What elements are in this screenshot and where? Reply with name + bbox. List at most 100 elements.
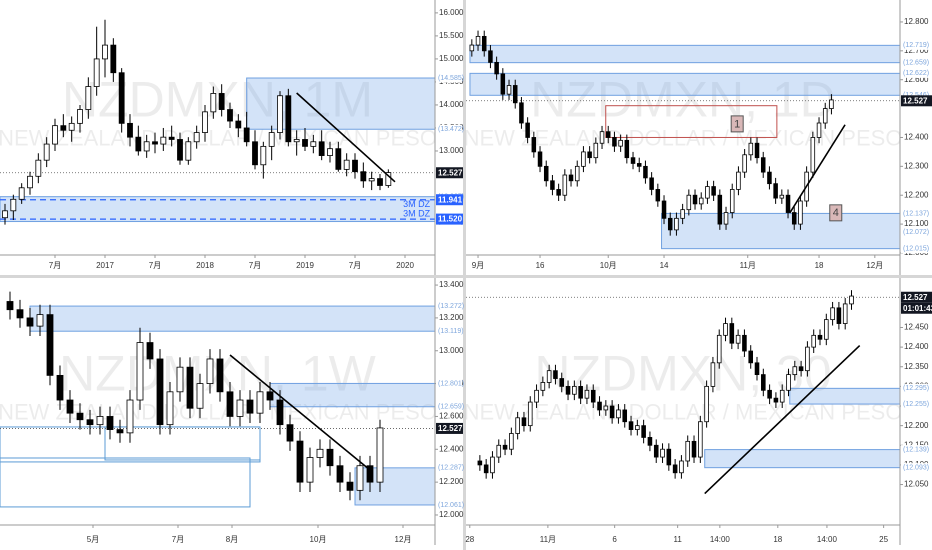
candle-body (540, 382, 546, 391)
level-label-bg (901, 68, 931, 78)
candle-body (46, 314, 54, 376)
candle-body (779, 194, 785, 199)
candle-body (562, 174, 568, 196)
level-label: (12.287) (438, 465, 464, 472)
candle-body (849, 295, 854, 305)
candle-body (343, 159, 350, 170)
candle-body (761, 374, 766, 391)
candle-body (773, 397, 779, 403)
x-tick-label: 14 (660, 261, 669, 270)
candle-body (760, 157, 766, 173)
level-label: (12.659) (903, 60, 929, 67)
candle-body (286, 424, 294, 442)
y-tick-label: 12.200 (439, 477, 464, 486)
candle-body (156, 358, 164, 426)
candle-body (742, 334, 747, 352)
y-tick-label: 13.000 (439, 146, 464, 155)
candle-body (268, 132, 275, 147)
candle-body (710, 362, 716, 387)
annotation: 3M DZ (403, 199, 431, 209)
candle-body (335, 148, 342, 170)
candle-body (824, 319, 829, 340)
x-tick-label: 28 (465, 535, 474, 544)
candle-body (490, 456, 495, 474)
candle-body (302, 139, 308, 147)
y-tick-label: 15.000 (439, 54, 464, 63)
candle-body (574, 165, 580, 182)
x-tick-label: 12月 (866, 261, 883, 270)
candle-body (226, 391, 234, 417)
price-tag-label: 12.527 (438, 424, 463, 433)
level-label-bg (436, 124, 462, 134)
candle-body (146, 342, 154, 360)
candle-body (534, 389, 539, 403)
candle-body (674, 217, 679, 231)
demand-zone (29, 305, 435, 332)
candle-body (306, 457, 314, 483)
candle-body (166, 391, 174, 426)
candle-body (599, 131, 605, 144)
y-tick-label: 13.400 (439, 280, 464, 289)
candle-body (698, 197, 704, 205)
candle-body (126, 399, 134, 434)
candle-body (327, 148, 333, 156)
candle-body (360, 171, 367, 182)
y-tick-label: 12.600 (439, 412, 464, 421)
y-tick-label: 12.150 (904, 440, 929, 449)
y-tick-label: 12.100 (904, 219, 929, 228)
price-tag (901, 95, 932, 107)
price-tag-label: 11.941 (438, 195, 463, 204)
candle-body (143, 141, 150, 152)
candle-body (521, 417, 527, 427)
annotation-box (829, 204, 843, 222)
candle-body (277, 95, 283, 133)
candle-body (754, 362, 760, 376)
candle-body (680, 209, 685, 219)
candle-body (106, 416, 114, 430)
level-label-bg (436, 301, 462, 311)
price-tag (436, 422, 463, 434)
candle-body (618, 139, 623, 147)
y-tick-label: 16.000 (439, 8, 464, 17)
candle-body (603, 405, 609, 411)
candle-body (816, 122, 822, 138)
candle-body (26, 317, 34, 327)
y-tick-label: 12.400 (439, 444, 464, 453)
level-label-bg (901, 40, 931, 50)
candle-body (643, 165, 648, 179)
level-label: (12.622) (903, 70, 929, 77)
candle-body (811, 334, 816, 348)
candle-body (556, 189, 561, 196)
candle-body (77, 109, 83, 124)
candle-body (52, 125, 58, 145)
y-tick-label: 12.200 (904, 421, 929, 430)
candle-body (647, 437, 653, 446)
candle-body (729, 189, 735, 213)
demand-zone (704, 449, 900, 469)
candle-body (210, 93, 217, 113)
level-label: (13.272) (438, 303, 464, 310)
candle-body (336, 465, 344, 483)
candle-body (572, 385, 577, 395)
annotation-box (730, 115, 744, 133)
y-tick-label: 12.450 (904, 323, 929, 332)
candle-body (377, 178, 383, 186)
candle-body (185, 141, 192, 161)
y-tick-label: 12.050 (904, 480, 929, 489)
level-label-bg (901, 383, 931, 393)
level-label-bg (436, 378, 462, 388)
outline-box (104, 426, 261, 461)
price-tag (436, 213, 463, 225)
candle-body (767, 389, 772, 399)
x-tick-label: 14:00 (817, 535, 838, 544)
demand-zone (0, 196, 435, 223)
countdown-bg (901, 302, 932, 314)
y-tick-label: 12.600 (904, 75, 929, 84)
y-tick-label: 12.400 (904, 342, 929, 351)
candle-body (597, 401, 602, 411)
candle-body (196, 383, 204, 409)
candle-body (256, 391, 264, 414)
